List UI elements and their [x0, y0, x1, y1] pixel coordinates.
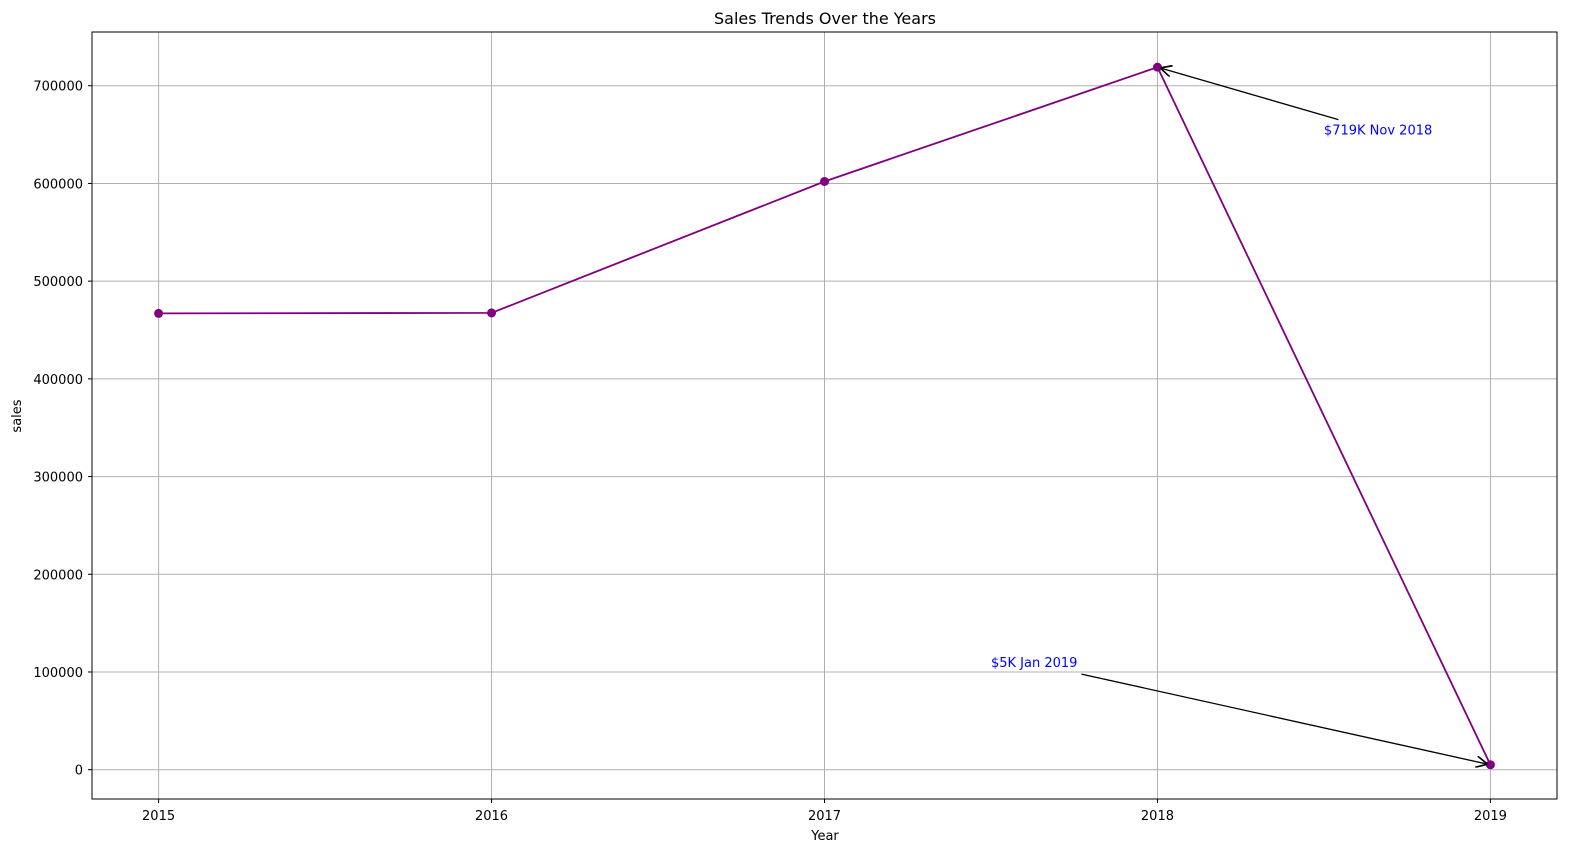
- data-point-2017: [820, 176, 829, 186]
- annotation-layer: $719K Nov 2018 $5K Jan 2019: [991, 68, 1487, 764]
- x-tick-label: 2015: [142, 809, 175, 824]
- y-tick-label: 400000: [33, 373, 83, 388]
- x-tick-label: 2018: [1141, 809, 1174, 824]
- x-tick-label: 2017: [808, 809, 841, 824]
- data-point-2015: [154, 308, 164, 318]
- x-tick-label: 2019: [1474, 809, 1507, 824]
- y-tick-label: 600000: [33, 177, 83, 192]
- y-axis-label: sales: [10, 399, 25, 432]
- x-axis-label: Year: [810, 829, 839, 844]
- y-tick-label: 300000: [33, 471, 83, 486]
- axis-ticks: 2015 2016 2017 2018 2019 0 100000 200000 300000 4…: [33, 80, 1507, 824]
- y-tick-label: 200000: [33, 568, 83, 583]
- y-tick-label: 500000: [33, 275, 83, 290]
- data-point-2016: [487, 308, 497, 318]
- y-tick-label: 700000: [33, 80, 83, 95]
- grid-lines: [92, 32, 1557, 799]
- y-tick-label: 0: [75, 764, 83, 779]
- annotation-label: $5K Jan 2019: [991, 656, 1077, 671]
- chart-title: Sales Trends Over the Years: [714, 9, 936, 28]
- x-tick-label: 2016: [475, 809, 508, 824]
- annotation-label: $719K Nov 2018: [1324, 124, 1432, 139]
- annotation-arrow: [1081, 673, 1486, 764]
- data-point-2018: [1152, 62, 1162, 72]
- annotation-arrow: [1161, 68, 1339, 121]
- data-point-2019: [1485, 760, 1495, 770]
- y-tick-label: 100000: [33, 666, 83, 681]
